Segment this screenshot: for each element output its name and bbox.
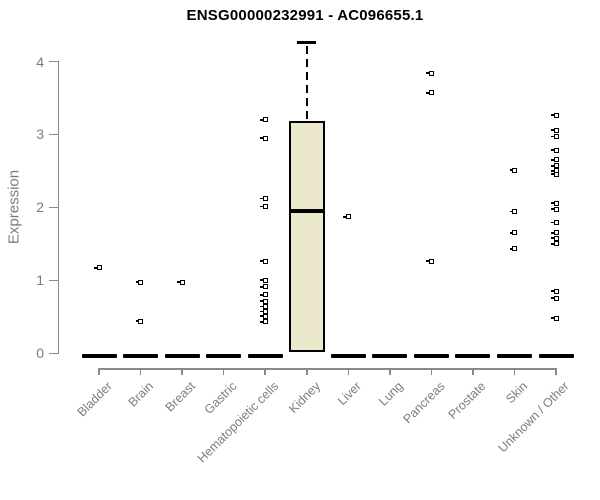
whisker-dash bbox=[305, 46, 308, 55]
y-tick bbox=[49, 206, 58, 209]
zero-expression-bar bbox=[372, 353, 408, 358]
x-tick-label: Pancreas bbox=[400, 379, 448, 427]
data-point bbox=[551, 127, 559, 133]
data-point bbox=[135, 280, 144, 286]
x-tick-label: Gastric bbox=[201, 379, 240, 417]
y-tick bbox=[49, 133, 58, 136]
x-tick bbox=[430, 368, 433, 375]
x-tick bbox=[264, 368, 266, 375]
data-point bbox=[551, 230, 559, 236]
x-tick-label: Breast bbox=[162, 379, 199, 415]
data-point bbox=[260, 277, 268, 283]
zero-expression-bar bbox=[497, 353, 532, 358]
data-point bbox=[260, 204, 268, 210]
data-point bbox=[551, 172, 559, 178]
data-point bbox=[260, 313, 268, 319]
whisker-dash bbox=[305, 111, 308, 120]
data-point bbox=[260, 258, 268, 264]
x-tick bbox=[389, 368, 391, 375]
data-point bbox=[551, 134, 559, 140]
whisker-dash bbox=[305, 59, 308, 68]
x-tick-label: Lung bbox=[376, 379, 406, 409]
data-point bbox=[551, 207, 559, 213]
box bbox=[289, 120, 325, 352]
x-tick bbox=[181, 368, 183, 375]
data-point bbox=[551, 288, 559, 294]
x-tick bbox=[222, 368, 225, 375]
x-tick-label: Skin bbox=[503, 379, 531, 407]
data-point bbox=[426, 90, 434, 96]
data-point bbox=[551, 220, 559, 226]
data-point bbox=[551, 147, 559, 153]
x-tick-label: Hematopoietic cells bbox=[194, 379, 282, 466]
data-point bbox=[260, 135, 268, 141]
whisker-dash bbox=[305, 72, 308, 81]
x-tick bbox=[139, 368, 142, 375]
x-tick-label: Kidney bbox=[285, 379, 323, 416]
x-tick bbox=[555, 368, 557, 375]
zero-expression-bar bbox=[123, 353, 159, 358]
data-point bbox=[260, 284, 268, 290]
data-point bbox=[260, 304, 268, 310]
y-tick-label: 3 bbox=[36, 126, 44, 143]
y-tick-label: 2 bbox=[36, 199, 44, 216]
whisker-cap bbox=[297, 41, 317, 44]
data-point bbox=[260, 292, 268, 298]
x-tick bbox=[472, 368, 474, 375]
zero-expression-bar bbox=[455, 353, 491, 358]
y-tick bbox=[49, 352, 58, 355]
data-point bbox=[509, 167, 517, 173]
whisker-dash bbox=[305, 85, 308, 94]
y-tick-label: 0 bbox=[36, 345, 44, 362]
data-point bbox=[94, 265, 102, 271]
x-tick-label: Prostate bbox=[446, 379, 489, 422]
data-point bbox=[426, 258, 434, 264]
y-tick-label: 1 bbox=[36, 272, 44, 289]
data-point bbox=[343, 214, 351, 220]
data-point bbox=[551, 112, 559, 118]
zero-expression-bar bbox=[413, 353, 449, 358]
x-tick bbox=[513, 368, 516, 375]
data-point bbox=[551, 163, 559, 169]
data-point bbox=[551, 241, 559, 247]
data-point bbox=[509, 230, 517, 236]
data-point bbox=[260, 319, 268, 325]
x-tick-label: Brain bbox=[125, 379, 157, 410]
zero-expression-bar bbox=[81, 353, 117, 358]
chart-title: ENSG00000232991 - AC096655.1 bbox=[186, 7, 424, 24]
data-point bbox=[135, 318, 144, 324]
whisker-dash bbox=[305, 98, 308, 107]
data-point bbox=[551, 315, 559, 321]
zero-expression-bar bbox=[206, 353, 242, 358]
zero-expression-bar bbox=[164, 353, 200, 358]
x-axis-line bbox=[98, 368, 557, 370]
x-tick bbox=[306, 368, 308, 375]
data-point bbox=[509, 246, 517, 252]
data-point bbox=[551, 235, 559, 241]
x-tick-label: Liver bbox=[335, 379, 365, 409]
data-point bbox=[551, 157, 559, 163]
zero-expression-bar bbox=[247, 353, 283, 358]
x-tick-label: Bladder bbox=[74, 379, 115, 420]
y-tick bbox=[49, 60, 58, 63]
data-point bbox=[551, 296, 559, 302]
zero-expression-bar bbox=[330, 353, 366, 358]
x-tick bbox=[347, 368, 350, 375]
y-tick-label: 4 bbox=[36, 53, 44, 70]
data-point bbox=[177, 280, 185, 286]
data-point bbox=[260, 117, 268, 123]
zero-expression-bar bbox=[538, 353, 574, 358]
data-point bbox=[509, 209, 517, 215]
data-point bbox=[426, 70, 434, 76]
data-point bbox=[551, 200, 559, 206]
data-point bbox=[260, 299, 268, 304]
data-point bbox=[260, 196, 268, 202]
x-tick bbox=[98, 368, 100, 375]
box-median-line bbox=[291, 208, 323, 214]
y-axis-line bbox=[57, 61, 59, 355]
y-tick bbox=[49, 279, 58, 282]
